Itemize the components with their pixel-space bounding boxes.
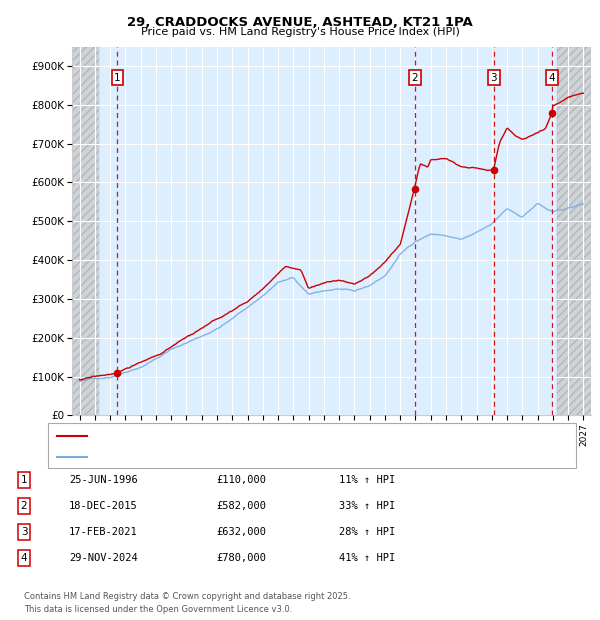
Text: 28% ↑ HPI: 28% ↑ HPI [339,527,395,537]
Text: 11% ↑ HPI: 11% ↑ HPI [339,475,395,485]
Text: £582,000: £582,000 [216,501,266,511]
Text: 1: 1 [20,475,28,485]
Text: 41% ↑ HPI: 41% ↑ HPI [339,553,395,563]
Text: 4: 4 [548,73,555,82]
Text: 1: 1 [114,73,121,82]
Text: 29, CRADDOCKS AVENUE, ASHTEAD, KT21 1PA: 29, CRADDOCKS AVENUE, ASHTEAD, KT21 1PA [127,16,473,29]
Text: 33% ↑ HPI: 33% ↑ HPI [339,501,395,511]
Text: 25-JUN-1996: 25-JUN-1996 [69,475,138,485]
Text: £632,000: £632,000 [216,527,266,537]
Bar [72,46,100,415]
Text: £110,000: £110,000 [216,475,266,485]
Text: 29, CRADDOCKS AVENUE, ASHTEAD, KT21 1PA (semi-detached house): 29, CRADDOCKS AVENUE, ASHTEAD, KT21 1PA … [93,431,436,441]
Text: 2: 2 [20,501,28,511]
Text: 18-DEC-2015: 18-DEC-2015 [69,501,138,511]
Text: 4: 4 [20,553,28,563]
Text: Price paid vs. HM Land Registry's House Price Index (HPI): Price paid vs. HM Land Registry's House … [140,27,460,37]
Text: 3: 3 [490,73,497,82]
Text: This data is licensed under the Open Government Licence v3.0.: This data is licensed under the Open Gov… [24,604,292,614]
Text: HPI: Average price, semi-detached house, Mole Valley: HPI: Average price, semi-detached house,… [93,452,356,462]
Text: 29-NOV-2024: 29-NOV-2024 [69,553,138,563]
Text: 2: 2 [412,73,418,82]
Bar [557,46,591,415]
Text: Contains HM Land Registry data © Crown copyright and database right 2025.: Contains HM Land Registry data © Crown c… [24,592,350,601]
Text: 17-FEB-2021: 17-FEB-2021 [69,527,138,537]
Text: £780,000: £780,000 [216,553,266,563]
Text: 3: 3 [20,527,28,537]
